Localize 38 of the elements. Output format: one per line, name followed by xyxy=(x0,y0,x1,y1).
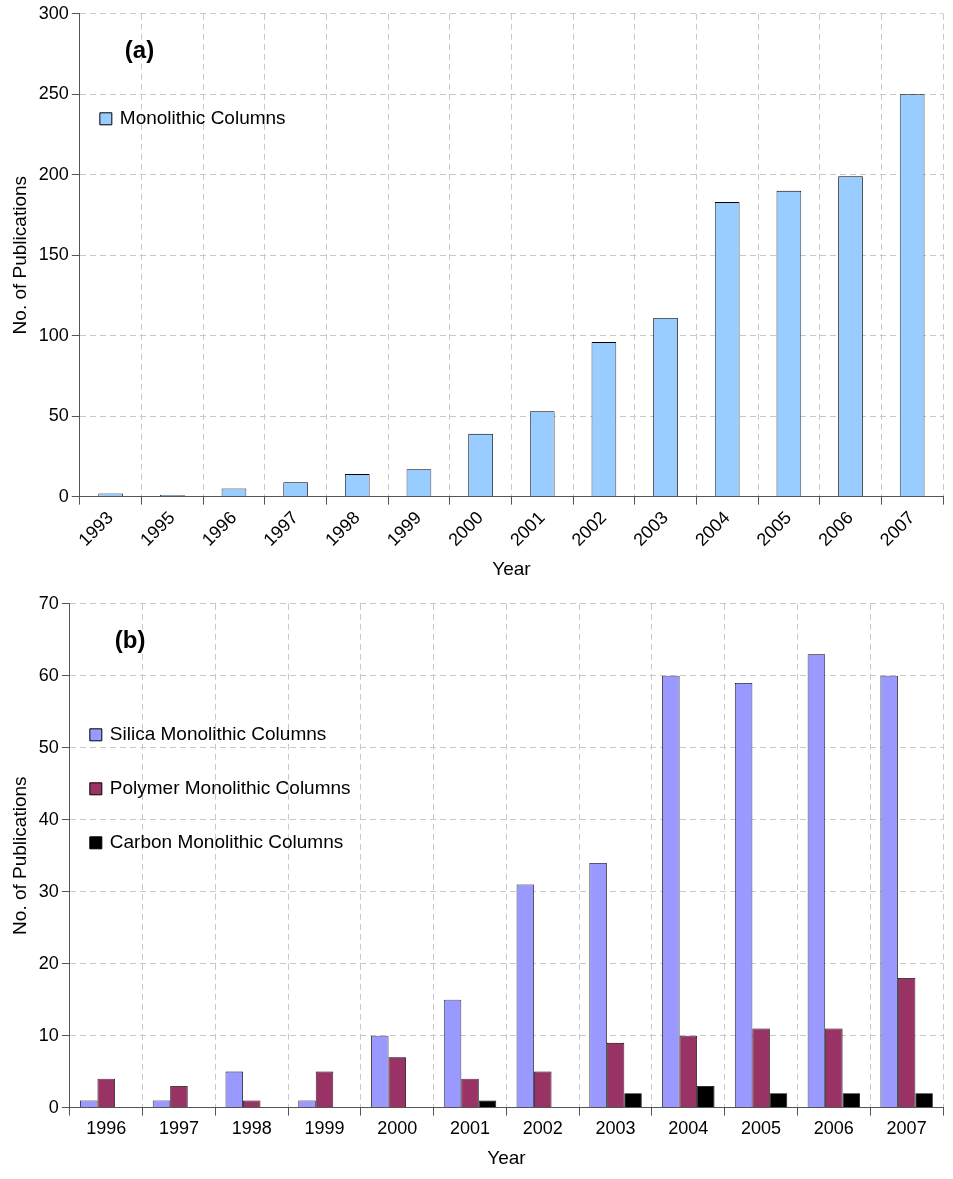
y-axis-title: No. of Publications xyxy=(8,175,30,335)
y-tick-label: 250 xyxy=(38,83,69,104)
x-tick-label: 2003 xyxy=(595,1118,636,1139)
x-tick-label: 1998 xyxy=(231,1118,272,1139)
y-tick-label: 0 xyxy=(58,485,69,506)
y-tick-label: 20 xyxy=(38,952,59,973)
x-tick-label: 1997 xyxy=(158,1118,199,1139)
y-tick-label: 0 xyxy=(48,1096,59,1117)
legend-label: Polymer Monolithic Columns xyxy=(109,777,351,799)
annotation: (a) xyxy=(124,36,155,64)
x-tick-label: 2004 xyxy=(668,1118,709,1139)
x-tick-label: 2007 xyxy=(886,1118,927,1139)
y-tick-label: 40 xyxy=(38,808,59,829)
x-tick-label: 2000 xyxy=(377,1118,418,1139)
y-tick-label: 100 xyxy=(38,324,69,345)
x-tick-label: 2006 xyxy=(813,1118,854,1139)
legend-label: Monolithic Columns xyxy=(119,107,286,129)
x-tick-label: 1996 xyxy=(86,1118,127,1139)
x-axis-title: Year xyxy=(487,1146,527,1168)
y-tick-label: 30 xyxy=(38,880,59,901)
y-tick-label: 200 xyxy=(38,163,69,184)
bar xyxy=(478,1100,497,1108)
y-axis-title: No. of Publications xyxy=(8,776,30,935)
legend-label: Silica Monolithic Columns xyxy=(109,723,327,745)
annotation: (b) xyxy=(114,626,146,654)
y-tick-label: 10 xyxy=(38,1024,59,1045)
x-tick-label: 1999 xyxy=(304,1118,345,1139)
legend-label: Carbon Monolithic Columns xyxy=(109,831,344,853)
y-tick-label: 50 xyxy=(48,405,69,426)
y-tick-label: 60 xyxy=(38,664,59,685)
y-tick-label: 150 xyxy=(38,244,69,265)
x-axis-title: Year xyxy=(492,557,532,579)
y-tick-label: 50 xyxy=(38,736,59,757)
y-tick-label: 70 xyxy=(38,592,59,613)
y-tick-label: 300 xyxy=(38,2,69,23)
x-tick-label: 2001 xyxy=(450,1118,491,1139)
x-tick-label: 2005 xyxy=(741,1118,782,1139)
x-tick-label: 2002 xyxy=(522,1118,563,1139)
